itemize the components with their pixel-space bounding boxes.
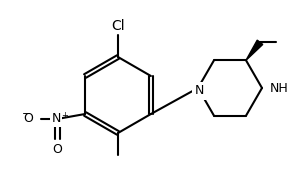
- Text: Cl: Cl: [111, 19, 125, 33]
- Text: O: O: [52, 143, 62, 156]
- Text: −: −: [21, 109, 31, 119]
- Text: NH: NH: [270, 81, 289, 95]
- Text: O: O: [23, 113, 33, 125]
- Text: N: N: [194, 84, 204, 98]
- Text: +: +: [61, 110, 68, 119]
- Text: N: N: [51, 113, 61, 125]
- Polygon shape: [246, 40, 263, 60]
